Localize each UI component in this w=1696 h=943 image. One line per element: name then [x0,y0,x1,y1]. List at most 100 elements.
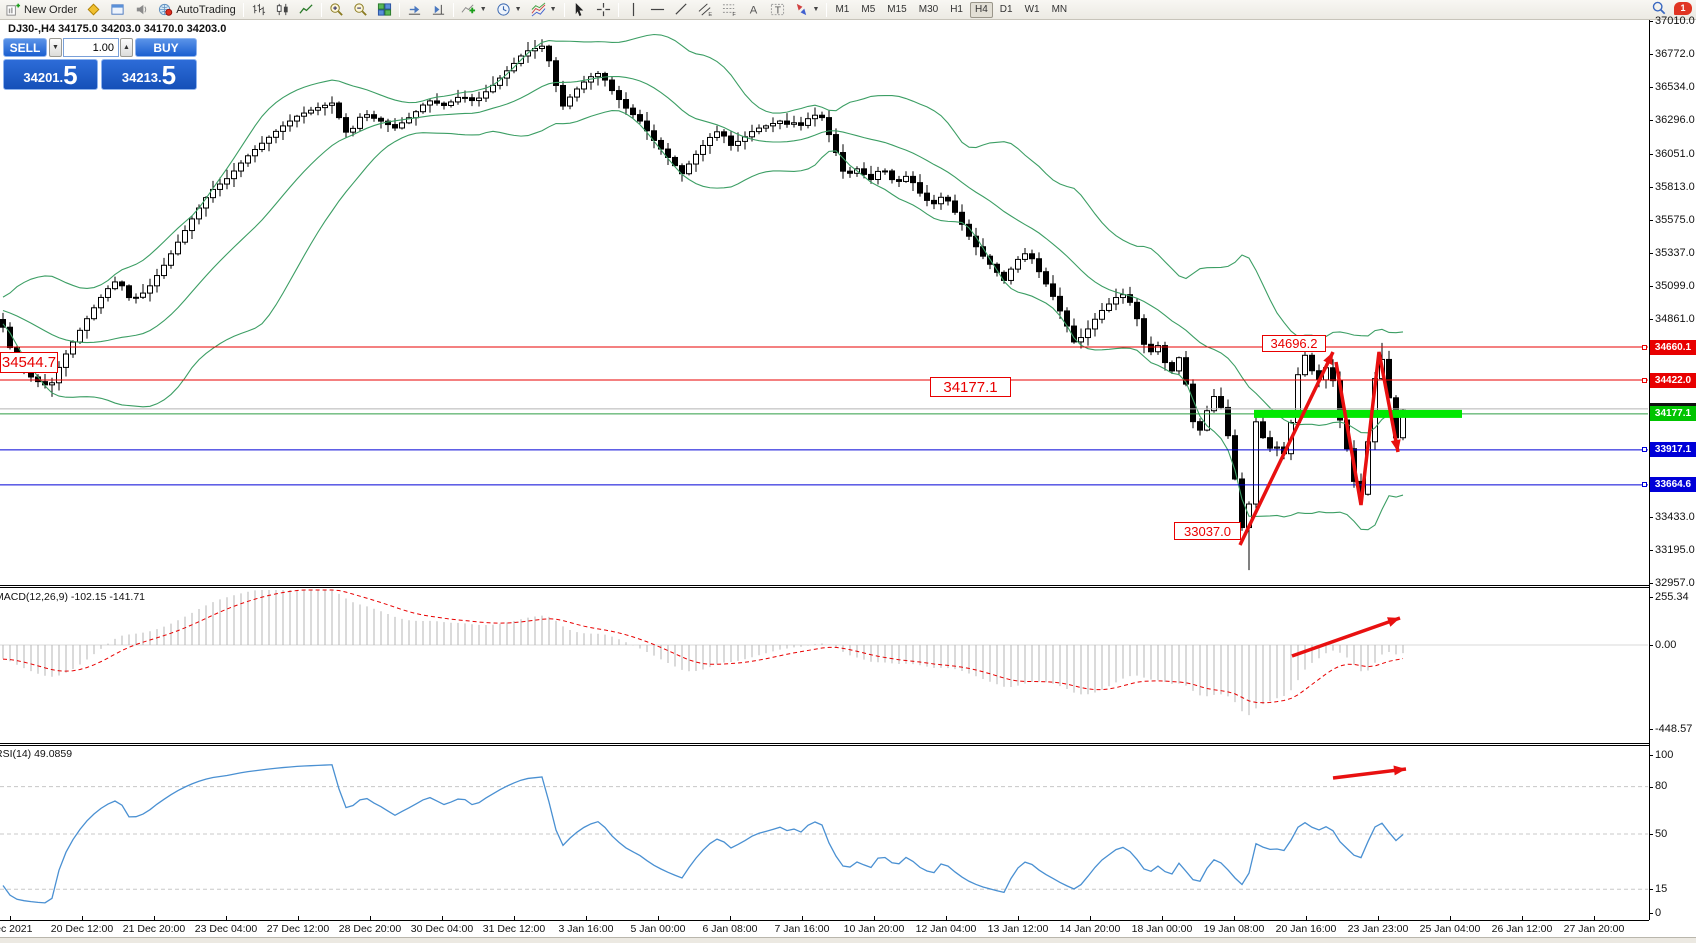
terminal-window-icon [111,4,124,15]
new-order-icon [6,3,21,16]
rsi-indicator-panel[interactable] [0,746,1649,920]
rsi-axis-tick-label: 50 [1655,827,1668,840]
x-axis-tick-label: 28 Dec 20:00 [338,923,402,935]
dropdown-caret: ▼ [812,6,820,13]
tile-windows-button[interactable] [373,1,396,19]
terminal-window-button[interactable] [106,1,129,19]
x-axis-tick-label: 6 Jan 08:00 [702,923,758,935]
buy-price-display[interactable]: 34213. 5 [101,59,197,90]
price-axis-line[interactable] [1649,20,1650,920]
crosshair-tool-button[interactable] [592,1,615,19]
x-axis-tick-label: 27 Dec 12:00 [266,923,330,935]
notification-count: 1 [1680,3,1686,13]
fibonacci-tool-button[interactable]: F [718,1,741,19]
volume-increase-button[interactable]: ▲ [120,38,133,57]
macd-axis-tick-label: -448.57 [1655,722,1693,735]
svg-text:F: F [732,12,736,17]
y-axis-tick-label: 35337.0 [1655,246,1695,259]
chart-shift-button[interactable] [427,1,450,19]
notification-bubble[interactable]: 1 [1674,1,1692,15]
timeframe-button-w1[interactable]: W1 [1024,4,1040,15]
buy-button[interactable]: BUY [135,38,197,57]
bar-chart-mode-button[interactable] [247,1,270,19]
templates-button[interactable]: ▼ [527,1,561,19]
status-bar [0,937,1696,943]
panel-divider[interactable] [0,585,1649,586]
line-chart-mode-button[interactable] [295,1,318,19]
x-axis-tick-label: 25 Jan 04:00 [1419,923,1481,935]
timeframe-button-m1[interactable]: M1 [835,4,850,15]
text-tool-button[interactable]: A [742,1,765,19]
auto-scroll-button[interactable] [403,1,426,19]
x-axis-tick-label: 13 Jan 12:00 [987,923,1049,935]
toolbar-separator [563,2,565,17]
main-price-chart[interactable] [0,20,1649,585]
rsi-axis-tick-label: 80 [1655,780,1668,793]
y-axis-tick-label: 32957.0 [1655,576,1695,589]
timeframe-button-m15[interactable]: M15 [887,4,907,15]
y-axis-tick-label: 36051.0 [1655,147,1695,160]
x-axis-tick-label: 3 Jan 16:00 [558,923,614,935]
timeframe-button-h1[interactable]: H1 [950,4,963,15]
timeframe-button-h4[interactable]: H4 [969,1,993,18]
rsi-axis-tick-label: 15 [1655,882,1668,895]
macd-axis-tick-label: 0.00 [1655,638,1677,651]
timeframe-button-m5[interactable]: M5 [861,4,876,15]
sounds-button[interactable] [130,1,153,19]
main-toolbar: New Order AutoTrading [0,0,1696,20]
zoom-in-icon [330,3,343,16]
sell-price-display[interactable]: 34201. 5 [3,59,98,90]
autotrading-button[interactable]: AutoTrading [154,1,240,19]
chart-shift-icon [432,4,444,15]
sell-button[interactable]: SELL [3,38,47,57]
timeframe-button-d1[interactable]: D1 [999,4,1013,15]
templates-icon [531,2,546,17]
y-axis-tick-label: 36534.0 [1655,80,1695,93]
y-axis-tick-label: 36772.0 [1655,47,1695,60]
search-icon[interactable] [1652,1,1666,15]
new-order-button[interactable]: New Order [2,1,81,19]
arrows-tool-button[interactable]: ▼ [790,1,824,19]
timeframe-button-m30[interactable]: M30 [918,4,939,15]
x-axis-tick-label: 5 Jan 00:00 [630,923,686,935]
trendline-tool-button[interactable] [670,1,693,19]
buy-price-pip: 5 [161,60,177,90]
y-axis-tick-label: 35575.0 [1655,213,1695,226]
indicators-button[interactable]: ▼ [457,1,491,19]
cursor-tool-button[interactable] [568,1,591,19]
volume-input[interactable]: 1.00 [63,38,119,57]
toolbar-separator [320,2,322,17]
arrow-objects-icon [796,3,806,16]
x-axis-tick-label: Dec 2021 [0,923,33,935]
text-label-tool-button[interactable]: T [766,1,789,19]
fibonacci-icon: F [722,4,736,17]
candle-chart-mode-button[interactable] [271,1,294,19]
buy-button-label: BUY [153,40,179,55]
macd-indicator-panel[interactable] [0,588,1649,743]
x-axis-tick-label: 26 Jan 12:00 [1491,923,1553,935]
vertical-line-tool-button[interactable] [622,1,645,19]
periods-button[interactable]: ▼ [492,1,526,19]
sell-button-label: SELL [9,40,41,55]
zoom-out-button[interactable] [349,1,372,19]
cursor-icon [575,2,583,17]
x-axis-tick-label: 20 Dec 12:00 [50,923,114,935]
x-axis-tick-label: 14 Jan 20:00 [1059,923,1121,935]
zoom-in-button[interactable] [325,1,348,19]
x-axis-tick-label: 21 Dec 20:00 [122,923,186,935]
x-axis-tick-label: 23 Dec 04:00 [194,923,258,935]
time-axis-line [0,920,1649,921]
timeframe-button-mn[interactable]: MN [1051,4,1068,15]
price-axis-badge: 33917.1 [1650,442,1696,458]
toolbar-separator [452,2,454,17]
y-axis-tick-label: 33909.0 [1655,444,1695,457]
horizontal-line-tool-button[interactable] [646,1,669,19]
y-axis-tick-label: 33671.0 [1655,477,1695,490]
toolbar-separator [242,2,244,17]
deposit-button[interactable] [82,1,105,19]
volume-decrease-button[interactable]: ▼ [49,38,62,57]
channel-tool-button[interactable]: E [694,1,717,19]
panel-divider[interactable] [0,743,1649,744]
text-icon: A [749,4,757,16]
